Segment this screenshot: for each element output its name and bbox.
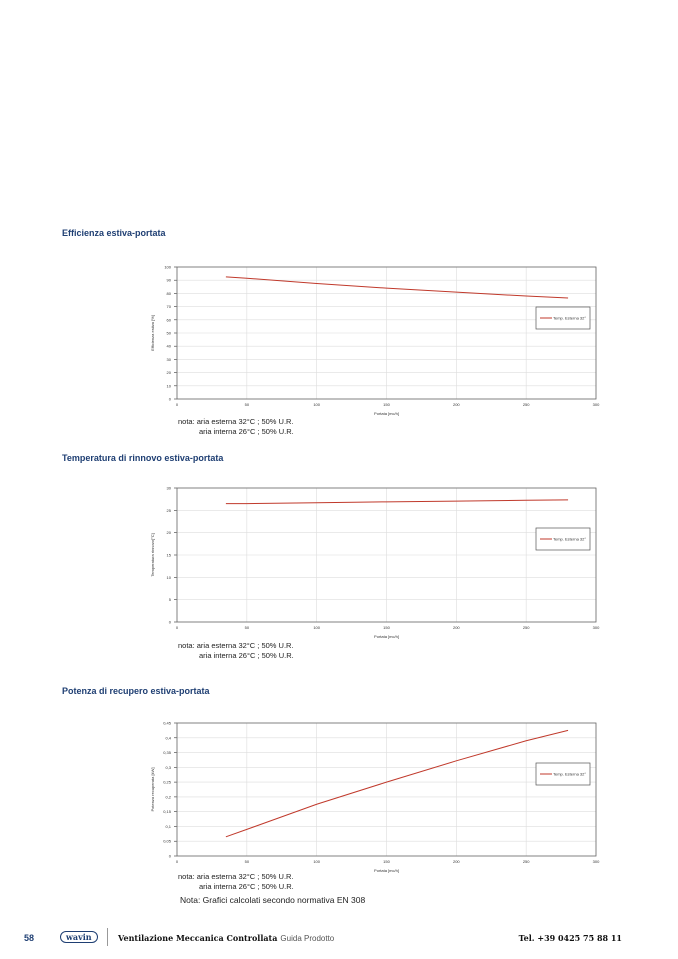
x-tick-label: 100 <box>313 859 320 864</box>
y-tick-label: 30 <box>167 486 172 491</box>
series-line <box>225 499 569 505</box>
y-tick-label: 25 <box>167 508 172 513</box>
y-tick-label: 0,4 <box>165 735 171 740</box>
y-tick-label: 5 <box>169 597 172 602</box>
y-tick-label: 0 <box>169 397 172 402</box>
y-tick-label: 60 <box>167 317 172 322</box>
x-tick-label: 100 <box>313 402 320 407</box>
y-tick-label: 0,05 <box>163 839 172 844</box>
x-tick-label: 300 <box>593 859 600 864</box>
plot-frame <box>176 722 597 857</box>
x-tick-label: 250 <box>523 625 530 630</box>
legend-label: Temp. Esterna 32° <box>553 316 586 321</box>
y-axis-label: Temperatura rinnovo[°C] <box>150 533 155 576</box>
y-tick-label: 0,2 <box>165 794 171 799</box>
y-tick-label: 0 <box>169 620 172 625</box>
page-number: 58 <box>24 933 35 943</box>
y-tick-label: 0,3 <box>165 765 171 770</box>
series-line <box>225 729 569 838</box>
chart-note: nota: aria esterna 32°C ; 50% U.R. aria … <box>178 872 294 892</box>
chart-efficiency: 0 10 20 30 40 50 60 70 80 90 100 0 50 100 150 200 250 300… <box>150 265 600 417</box>
x-tick-label: 200 <box>453 625 460 630</box>
plot-frame <box>176 487 597 623</box>
x-tick-label: 250 <box>523 859 530 864</box>
y-tick-label: 40 <box>167 344 172 349</box>
footer-phone: Tel. +39 0425 75 88 11 <box>518 933 622 943</box>
y-axis-label: Efficienza estiva [%] <box>150 315 155 351</box>
note-line-1: nota: aria esterna 32°C ; 50% U.R. <box>178 872 294 881</box>
y-tick-label: 15 <box>167 553 172 558</box>
chart-note: nota: aria esterna 32°C ; 50% U.R. aria … <box>178 417 294 437</box>
legend-label: Temp. Esterna 32° <box>553 537 586 542</box>
x-tick-label: 50 <box>245 402 250 407</box>
y-axis-label: Potenza recuperata [kW] <box>150 767 155 811</box>
y-tick-label: 20 <box>167 530 172 535</box>
section-title-temperature: Temperatura di rinnovo estiva-portata <box>62 453 224 463</box>
note-line-2: aria interna 26°C ; 50% U.R. <box>199 427 294 436</box>
section-title-efficiency: Efficienza estiva-portata <box>62 228 166 238</box>
series-line <box>225 276 569 299</box>
y-tick-label: 10 <box>167 575 172 580</box>
y-tick-label: 90 <box>167 278 172 283</box>
section-title-power: Potenza di recupero estiva-portata <box>62 686 210 696</box>
x-axis-label: Portata [mc/h] <box>374 634 399 639</box>
legend-box <box>535 306 591 330</box>
legend-label: Temp. Esterna 32° <box>553 772 586 777</box>
y-tick-label: 100 <box>164 265 171 270</box>
footer-divider <box>107 928 108 946</box>
y-tick-label: 0 <box>169 854 172 859</box>
y-tick-label: 20 <box>167 370 172 375</box>
y-tick-label: 80 <box>167 291 172 296</box>
note-line-2: aria interna 26°C ; 50% U.R. <box>199 651 294 660</box>
doc-title: Ventilazione Meccanica Controllata <box>118 933 278 943</box>
x-tick-label: 300 <box>593 625 600 630</box>
final-note: Nota: Grafici calcolati secondo normativ… <box>180 895 366 905</box>
chart-note: nota: aria esterna 32°C ; 50% U.R. aria … <box>178 641 294 661</box>
y-tick-label: 0,25 <box>163 780 172 785</box>
y-tick-label: 50 <box>167 331 172 336</box>
y-tick-label: 70 <box>167 304 172 309</box>
y-tick-label: 30 <box>167 357 172 362</box>
x-tick-label: 150 <box>383 402 390 407</box>
footer: 58 wavin Ventilazione Meccanica Controll… <box>0 928 678 946</box>
x-tick-label: 200 <box>453 402 460 407</box>
x-tick-label: 50 <box>245 625 250 630</box>
y-tick-label: 0,1 <box>165 824 171 829</box>
x-tick-label: 0 <box>176 625 179 630</box>
x-tick-label: 0 <box>176 402 179 407</box>
x-tick-label: 0 <box>176 859 179 864</box>
x-tick-label: 150 <box>383 859 390 864</box>
wavin-logo: wavin <box>60 931 98 943</box>
y-tick-label: 10 <box>167 383 172 388</box>
note-line-1: nota: aria esterna 32°C ; 50% U.R. <box>178 417 294 426</box>
x-tick-label: 100 <box>313 625 320 630</box>
x-tick-label: 150 <box>383 625 390 630</box>
x-axis-label: Portata [mc/h] <box>374 411 399 416</box>
plot-frame <box>176 266 597 400</box>
y-tick-label: 0,45 <box>163 721 172 726</box>
doc-subtitle: Guida Prodotto <box>280 934 335 943</box>
y-tick-label: 0,35 <box>163 750 172 755</box>
footer-title: Ventilazione Meccanica Controllata Guida … <box>118 933 334 943</box>
y-tick-label: 0,15 <box>163 809 172 814</box>
legend-box <box>535 527 591 551</box>
x-tick-label: 200 <box>453 859 460 864</box>
note-line-2: aria interna 26°C ; 50% U.R. <box>199 882 294 891</box>
legend-box <box>535 762 591 786</box>
x-tick-label: 50 <box>245 859 250 864</box>
x-tick-label: 250 <box>523 402 530 407</box>
chart-power: 0 0,05 0,1 0,15 0,2 0,25 0,3 0,35 0,4 0,45 0 50 100 1… <box>150 721 600 874</box>
x-axis-label: Portata [mc/h] <box>374 868 399 873</box>
x-tick-label: 300 <box>593 402 600 407</box>
note-line-1: nota: aria esterna 32°C ; 50% U.R. <box>178 641 294 650</box>
